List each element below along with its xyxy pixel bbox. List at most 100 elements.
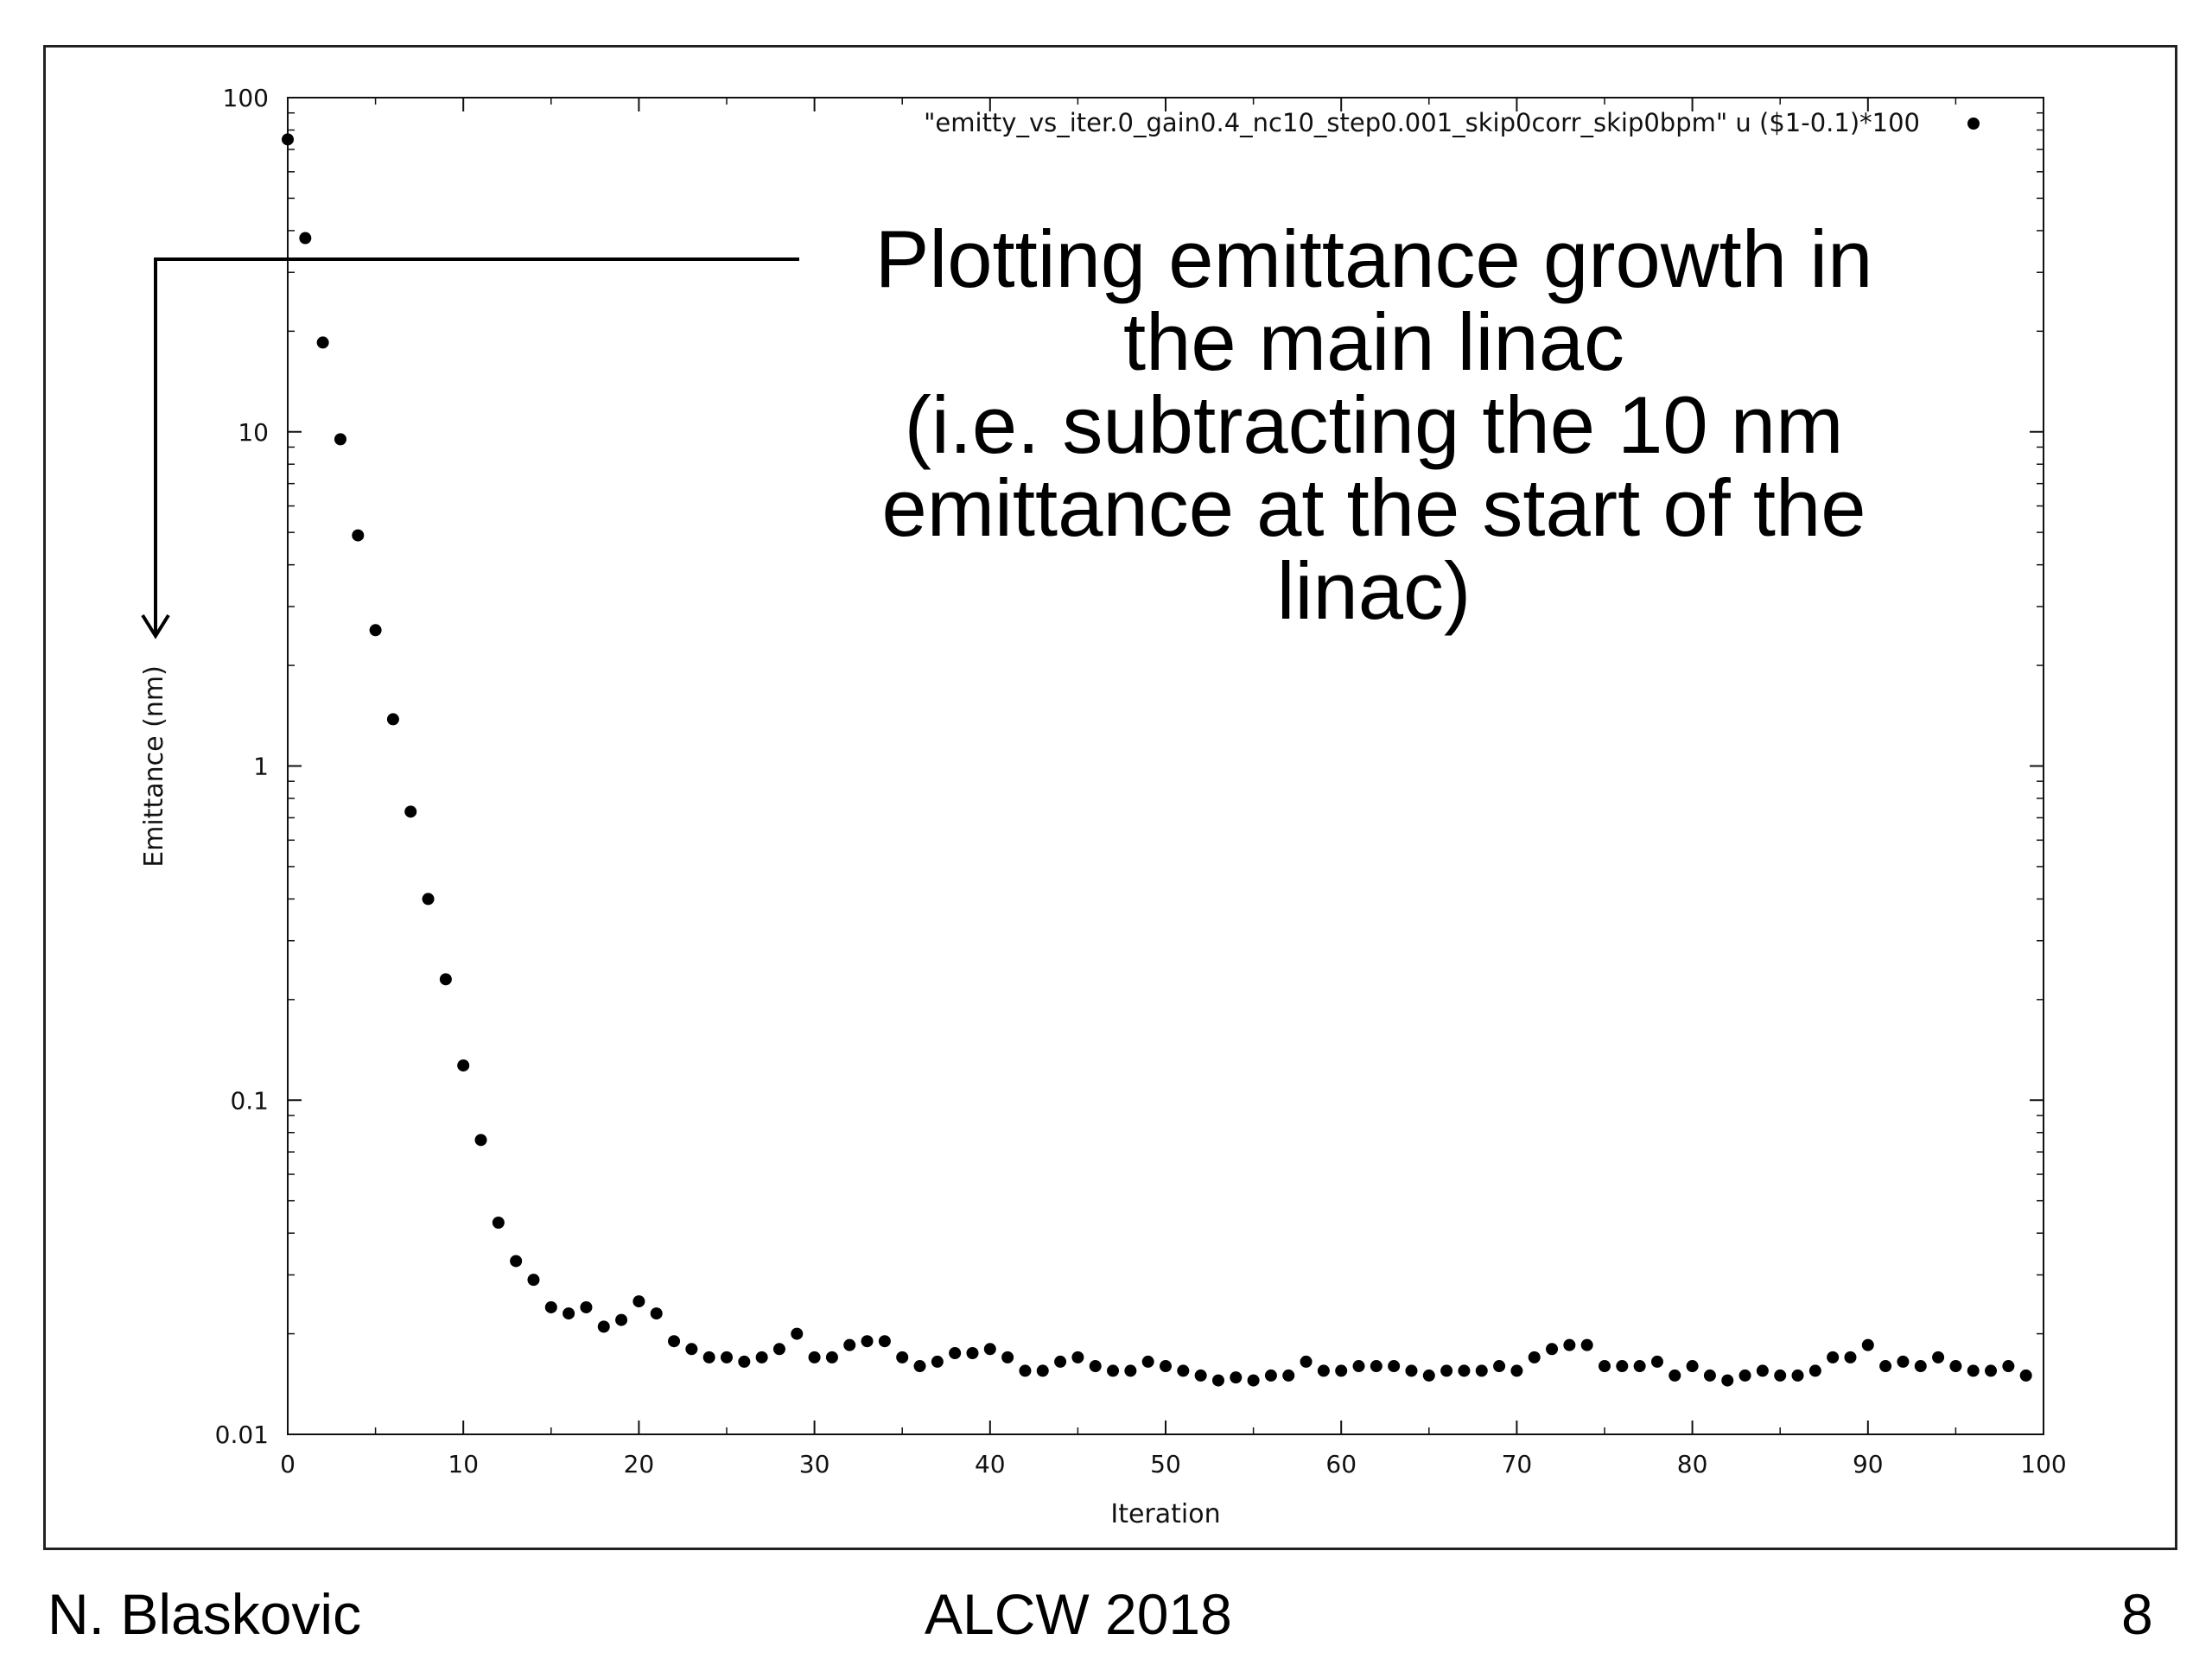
data-point	[1599, 1360, 1611, 1373]
data-point	[1897, 1355, 1910, 1368]
data-point	[1827, 1351, 1840, 1363]
y-tick-label: 0.1	[230, 1086, 269, 1115]
data-point	[1211, 1374, 1224, 1387]
data-point	[685, 1343, 698, 1356]
data-point	[1405, 1364, 1418, 1377]
data-point	[1528, 1351, 1541, 1363]
data-point	[457, 1059, 470, 1072]
data-point	[1107, 1364, 1120, 1377]
annotation-line-4: emittance at the start of the	[881, 462, 1866, 553]
data-point	[1721, 1374, 1734, 1387]
data-point	[668, 1335, 681, 1348]
data-point	[1089, 1360, 1102, 1373]
data-point	[1808, 1364, 1821, 1377]
y-tick-label: 0.01	[215, 1421, 269, 1449]
data-point	[738, 1355, 751, 1368]
data-point	[1738, 1369, 1751, 1382]
data-point	[352, 529, 365, 542]
data-point	[1300, 1355, 1313, 1368]
data-point	[949, 1347, 962, 1360]
data-point	[1756, 1364, 1769, 1377]
data-point	[721, 1351, 733, 1363]
data-point	[825, 1351, 838, 1363]
legend-marker	[1967, 118, 1980, 130]
data-point	[474, 1134, 487, 1147]
data-point	[1247, 1374, 1260, 1387]
data-point	[597, 1320, 610, 1333]
x-tick-label: 20	[624, 1450, 655, 1478]
annotation-arrow	[141, 257, 799, 639]
data-point	[791, 1327, 804, 1340]
x-tick-label: 50	[1150, 1450, 1181, 1478]
data-point	[1388, 1360, 1401, 1373]
x-axis-title: Iteration	[1110, 1499, 1220, 1529]
y-tick-label: 1	[253, 753, 269, 781]
footer-author: N. Blaskovic	[48, 1582, 362, 1646]
data-point	[544, 1300, 557, 1313]
data-point	[316, 336, 329, 349]
data-point	[1703, 1369, 1716, 1382]
data-point	[1493, 1360, 1506, 1373]
data-point	[1124, 1364, 1137, 1377]
data-point	[1844, 1351, 1857, 1363]
x-tick-label: 0	[280, 1450, 296, 1478]
data-point	[386, 713, 399, 726]
data-point	[299, 232, 312, 245]
data-point	[632, 1295, 645, 1308]
page-number: 8	[2121, 1582, 2153, 1646]
data-point	[1861, 1338, 1874, 1351]
data-point	[1985, 1364, 1998, 1377]
data-point	[334, 433, 346, 446]
data-point	[2002, 1360, 2015, 1373]
data-point	[1949, 1360, 1962, 1373]
x-tick-label: 40	[975, 1450, 1006, 1478]
footer-event: ALCW 2018	[925, 1582, 1232, 1646]
data-point	[1001, 1351, 1014, 1363]
data-point	[1422, 1369, 1435, 1382]
data-point	[1335, 1364, 1348, 1377]
data-point	[563, 1307, 575, 1320]
data-point	[1475, 1364, 1488, 1377]
x-tick-label: 80	[1677, 1450, 1708, 1478]
data-point	[1352, 1360, 1365, 1373]
y-axis-title: Emittance (nm)	[139, 665, 169, 868]
data-point	[580, 1300, 593, 1313]
data-point	[1686, 1360, 1699, 1373]
data-point	[878, 1335, 891, 1348]
y-tick-label: 10	[238, 418, 269, 447]
data-point	[1650, 1355, 1663, 1368]
data-point	[1616, 1360, 1629, 1373]
data-point	[1774, 1369, 1787, 1382]
annotation-line-3: (i.e. subtracting the 10 nm	[904, 379, 1844, 470]
data-point	[1141, 1355, 1154, 1368]
data-point	[808, 1351, 821, 1363]
data-point	[1054, 1355, 1067, 1368]
x-axis: 0 10 20 30 40 50 60 70 80 90 100	[280, 98, 2067, 1478]
data-point	[896, 1351, 909, 1363]
data-point	[931, 1355, 944, 1368]
data-point	[1230, 1371, 1243, 1384]
data-point	[527, 1274, 540, 1287]
data-point	[1879, 1360, 1892, 1373]
x-tick-label: 10	[448, 1450, 479, 1478]
data-point	[755, 1351, 768, 1363]
data-point	[510, 1255, 523, 1268]
data-point	[1458, 1364, 1471, 1377]
x-tick-label: 90	[1853, 1450, 1884, 1478]
data-point	[1440, 1364, 1453, 1377]
data-point	[1914, 1360, 1927, 1373]
y-axis: 0.01 0.1 1 10 100	[215, 84, 2044, 1449]
data-point	[369, 624, 382, 637]
data-point	[913, 1360, 926, 1373]
data-point	[1563, 1338, 1576, 1351]
data-point	[861, 1335, 874, 1348]
x-tick-label: 70	[1502, 1450, 1533, 1478]
data-point	[983, 1343, 996, 1356]
data-point	[1791, 1369, 1804, 1382]
data-point	[843, 1338, 856, 1351]
x-tick-label: 60	[1325, 1450, 1357, 1478]
data-point	[702, 1351, 715, 1363]
data-point	[1019, 1364, 1032, 1377]
data-point	[650, 1307, 663, 1320]
